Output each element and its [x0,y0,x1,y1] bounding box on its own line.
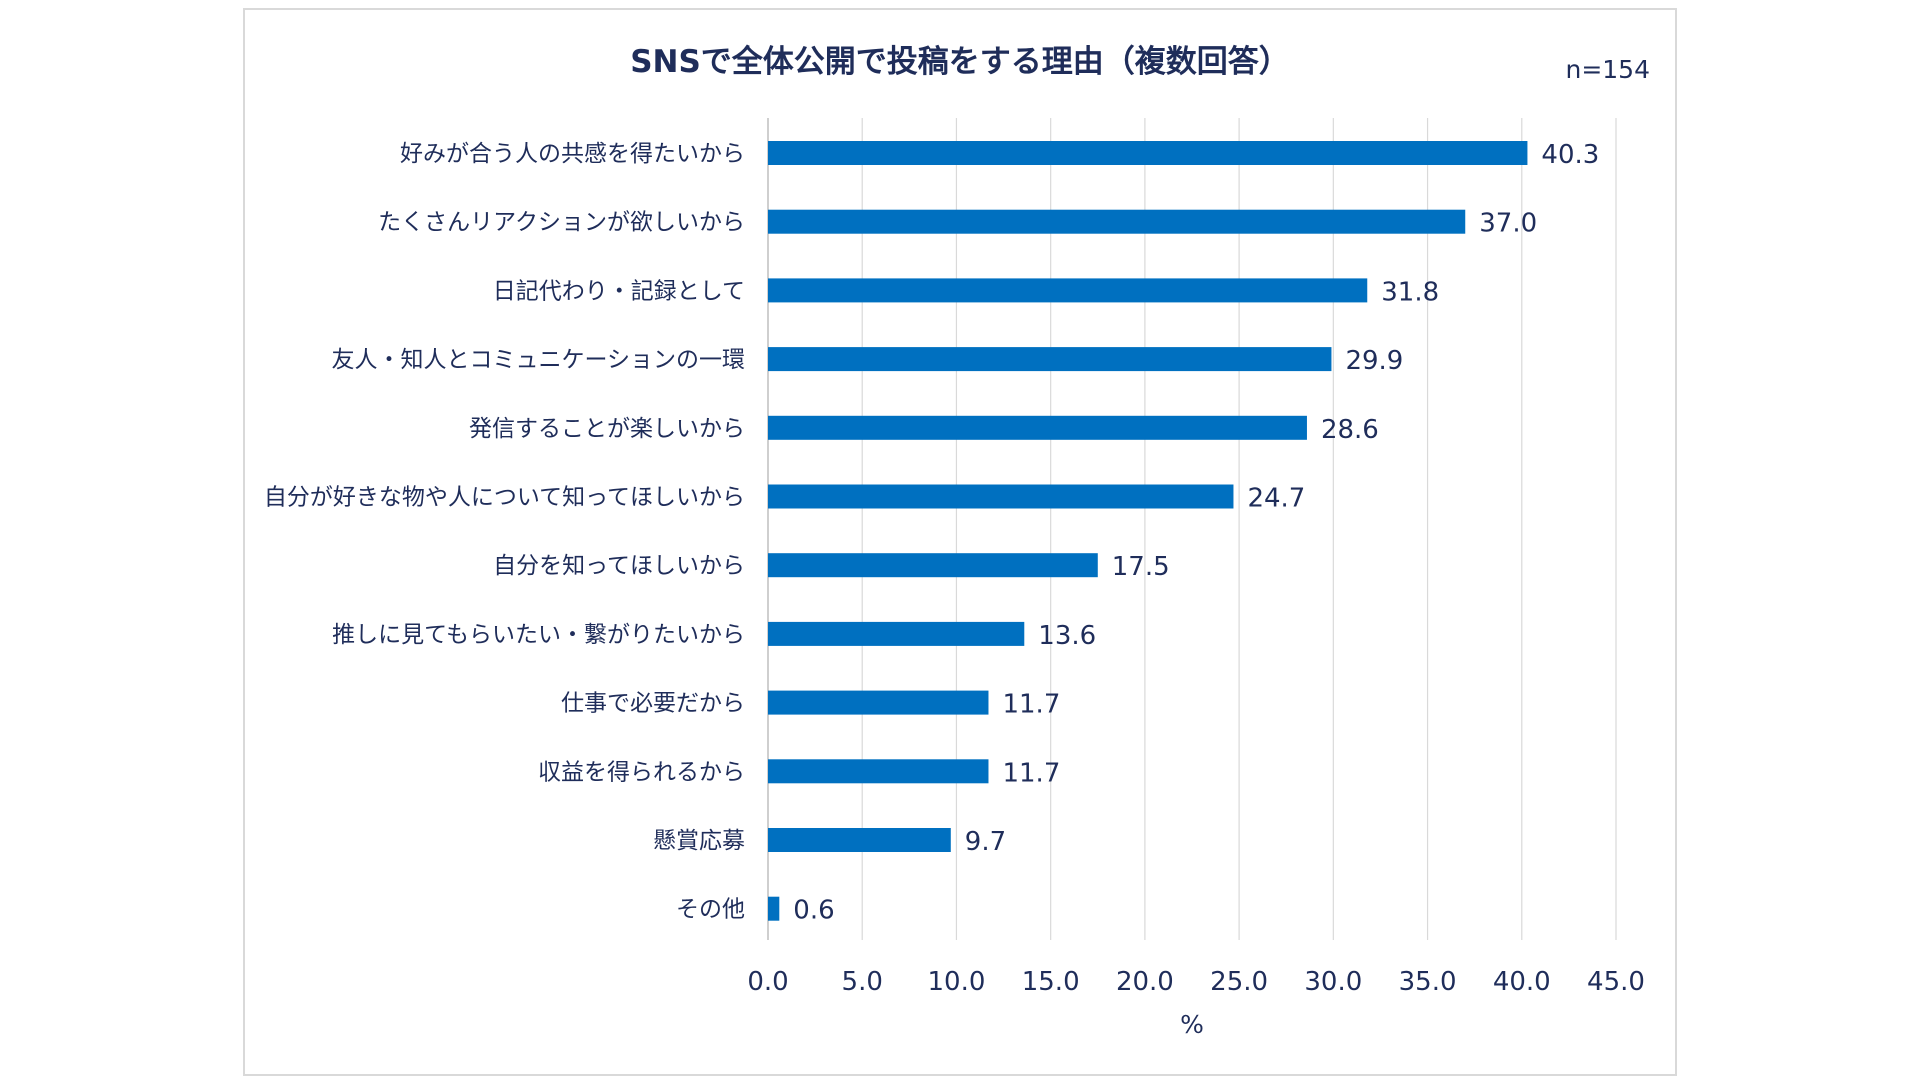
data-label: 37.0 [1479,209,1537,239]
data-label: 11.7 [1002,758,1060,788]
x-tick-label: 20.0 [1116,967,1174,997]
data-label: 11.7 [1002,690,1060,720]
bar [768,347,1332,372]
x-tick-labels: 0.0 5.0 10.0 15.0 20.0 25.0 30.0 35.0 40.0 45.0 [747,967,1645,997]
x-tick-label: 10.0 [927,967,985,997]
category-label: 自分を知ってほしいから [493,553,745,579]
x-tick-label: 0.0 [747,967,788,997]
bar [768,621,1025,646]
x-axis-title: % [1180,1010,1204,1039]
sample-size-label: n=154 [1565,55,1650,84]
data-label: 13.6 [1038,621,1096,651]
x-tick-label: 5.0 [842,967,883,997]
data-label: 24.7 [1247,484,1305,514]
x-tick-label: 25.0 [1210,967,1268,997]
x-tick-label: 35.0 [1399,967,1457,997]
category-label: 仕事で必要だから [561,691,745,717]
category-label: 懸賞応募 [653,828,745,854]
gridlines [767,118,1617,940]
category-labels: 好みが合う人の共感を得たいからたくさんリアクションが欲しいから日記代わり・記録と… [264,141,745,923]
bar [768,690,989,715]
category-label: 自分が好きな物や人について知ってほしいから [264,485,745,511]
category-label: たくさんリアクションが欲しいから [378,210,745,236]
bar [768,484,1234,509]
data-label: 40.3 [1541,140,1599,170]
category-label: 収益を得られるから [538,759,745,785]
data-label: 17.5 [1112,552,1170,582]
x-tick-label: 15.0 [1022,967,1080,997]
bar [768,828,951,852]
bars [768,141,1528,921]
chart-title: SNSで全体公開で投稿をする理由（複数回答） [630,44,1290,80]
category-label: 日記代わり・記録として [493,278,745,304]
x-tick-label: 45.0 [1587,967,1645,997]
category-label: その他 [676,897,745,923]
data-label: 29.9 [1345,346,1403,376]
data-label: 31.8 [1381,277,1439,307]
bar [768,759,989,784]
bar [768,553,1098,578]
category-label: 好みが合う人の共感を得たいから [400,141,745,167]
bar [768,141,1528,165]
x-tick-label: 30.0 [1304,967,1362,997]
x-tick-label: 40.0 [1493,967,1551,997]
bar [768,209,1466,234]
data-label: 0.6 [793,896,834,926]
bar [768,415,1307,440]
data-label: 9.7 [965,827,1006,857]
category-label: 推しに見てもらいたい・繋がりたいから [332,622,745,648]
data-label: 28.6 [1321,415,1379,445]
bar [768,896,780,921]
data-labels: 40.3 37.0 31.8 29.9 28.6 24.7 17.5 13.6 11.7 11.7… [793,140,1599,926]
chart-frame [243,8,1677,1076]
bar [768,278,1368,303]
category-label: 発信することが楽しいから [469,416,745,442]
category-label: 友人・知人とコミュニケーションの一環 [331,347,745,373]
